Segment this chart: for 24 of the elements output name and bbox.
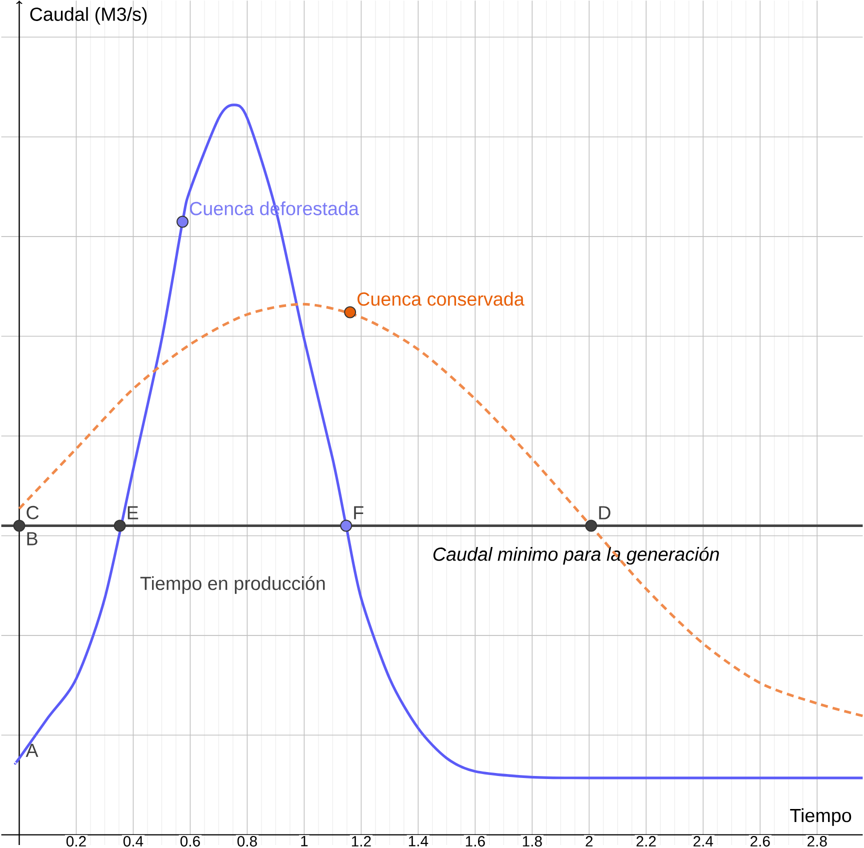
annotation: B: [27, 532, 38, 546]
x-tick-label: 1: [301, 836, 308, 846]
annotation: D: [599, 506, 610, 520]
annotation: C: [26, 506, 39, 520]
annotation: A: [26, 744, 38, 758]
y-axis-title: Caudal (M3/s): [30, 7, 147, 25]
x-tick-label: 2.4: [694, 836, 714, 847]
x-tick-label: 1.4: [408, 836, 428, 846]
x-tick-label: 2.2: [636, 836, 656, 847]
annotation: E: [128, 506, 138, 520]
x-tick-label: 2.6: [750, 836, 770, 847]
annotation: Tiempo en producción: [140, 576, 325, 594]
x-tick-label: 0.2: [66, 836, 86, 847]
annotation: F: [354, 506, 364, 520]
x-tick-label: 1.6: [466, 836, 485, 847]
x-axis-title: Tiempo: [790, 808, 852, 826]
x-tick-label: 0.8: [237, 836, 257, 847]
x-tick-label: 2: [586, 836, 593, 847]
x-tick-label: 2.8: [808, 836, 827, 847]
x-tick-label: 0.6: [180, 836, 200, 847]
x-tick-label: 1.2: [352, 836, 371, 847]
x-tick-label: 0.4: [123, 836, 144, 847]
x-tick-label: 1.8: [522, 836, 542, 847]
series-label: Cuenca conservada: [358, 292, 524, 306]
